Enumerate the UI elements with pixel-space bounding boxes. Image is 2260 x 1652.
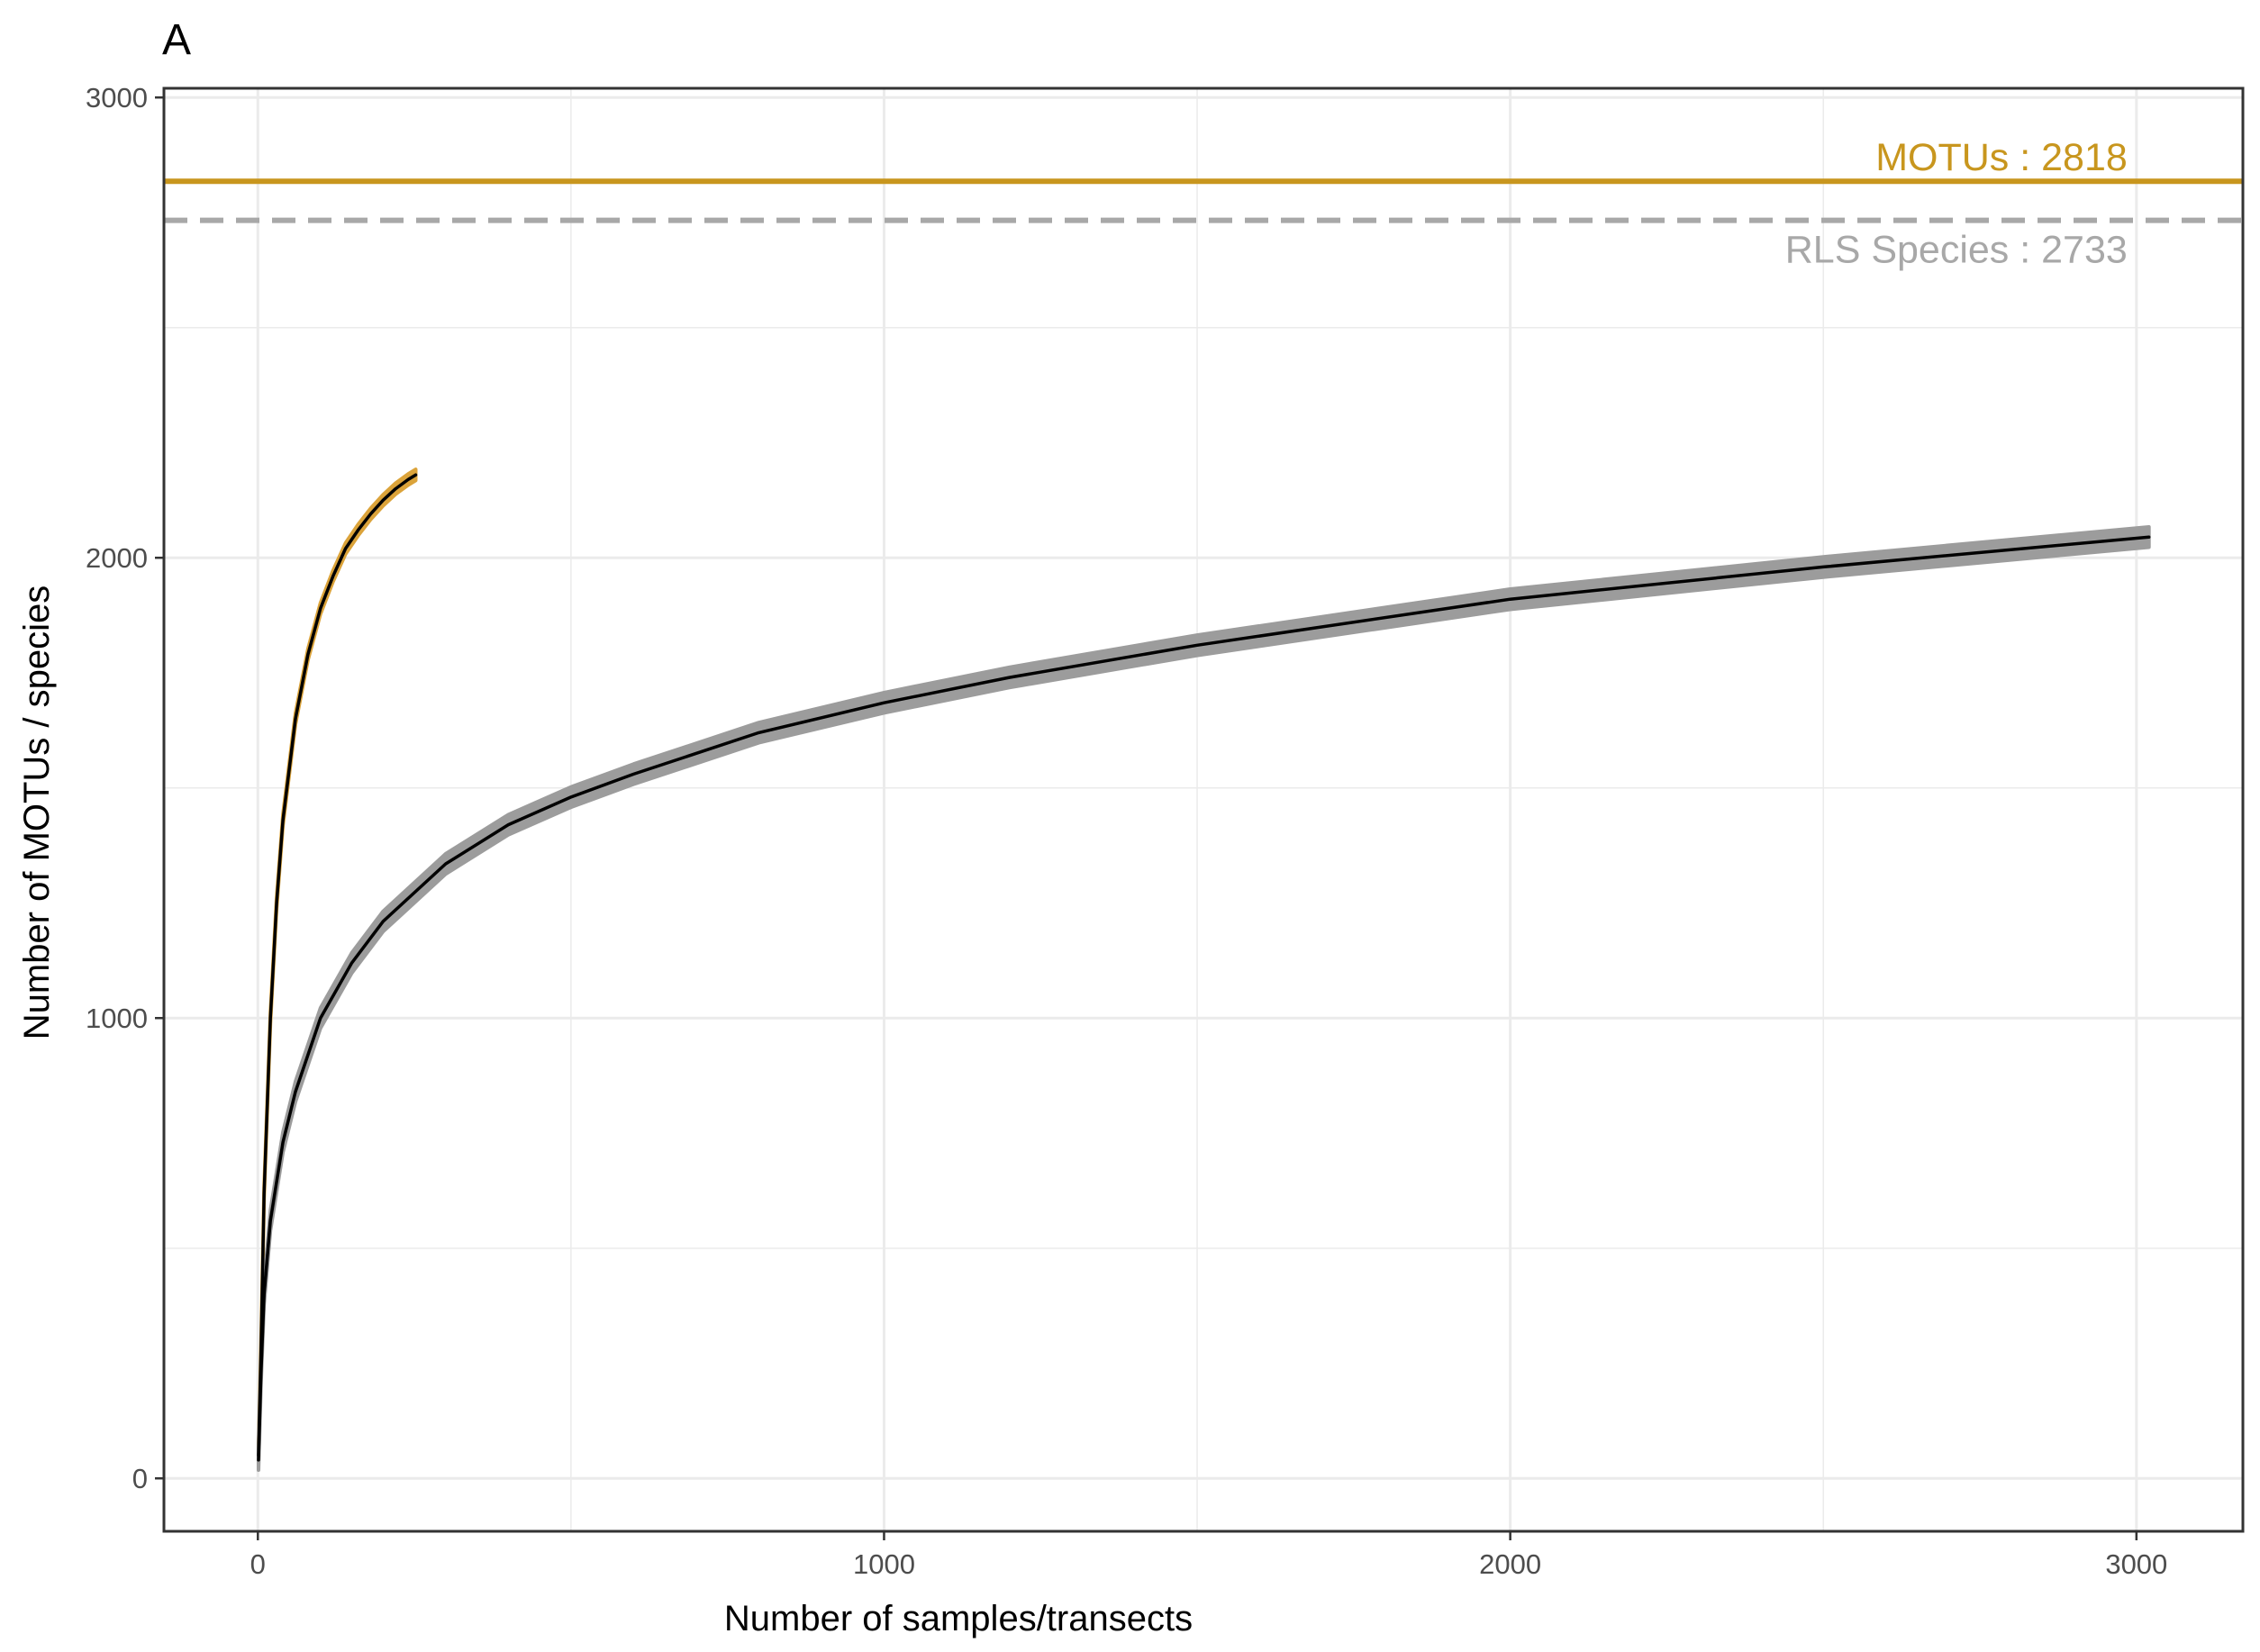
panel-label: A <box>162 16 191 64</box>
y-tick-label: 1000 <box>86 1003 148 1034</box>
motu-reference-label: MOTUs : 2818 <box>1875 136 2128 179</box>
x-tick-label: 0 <box>250 1548 266 1580</box>
y-tick-label: 0 <box>132 1463 148 1494</box>
curve-lines <box>257 473 2151 1462</box>
rls-reference-label: RLS Species : 2733 <box>1785 229 2128 272</box>
y-tick-label: 2000 <box>86 542 148 574</box>
panel-border <box>162 86 2245 1533</box>
y-axis-label: Number of MOTUs / species <box>17 585 57 1040</box>
series-2-band <box>257 525 2151 1472</box>
y-tick-label: 3000 <box>86 82 148 113</box>
grid <box>164 88 2243 1531</box>
x-tick-label: 2000 <box>1479 1548 1541 1580</box>
series-2-line <box>257 535 2151 1462</box>
x-tick-label: 3000 <box>2105 1548 2167 1580</box>
axis-ticks: 0 1000 2000 3000 0 1000 2000 3000 <box>86 82 2167 1580</box>
x-axis-label: Number of samples/transects <box>724 1599 1193 1638</box>
x-tick-label: 1000 <box>853 1548 915 1580</box>
series-1-line <box>257 473 418 1457</box>
reference-lines: MOTUs : 2818 RLS Species : 2733 <box>164 136 2243 272</box>
